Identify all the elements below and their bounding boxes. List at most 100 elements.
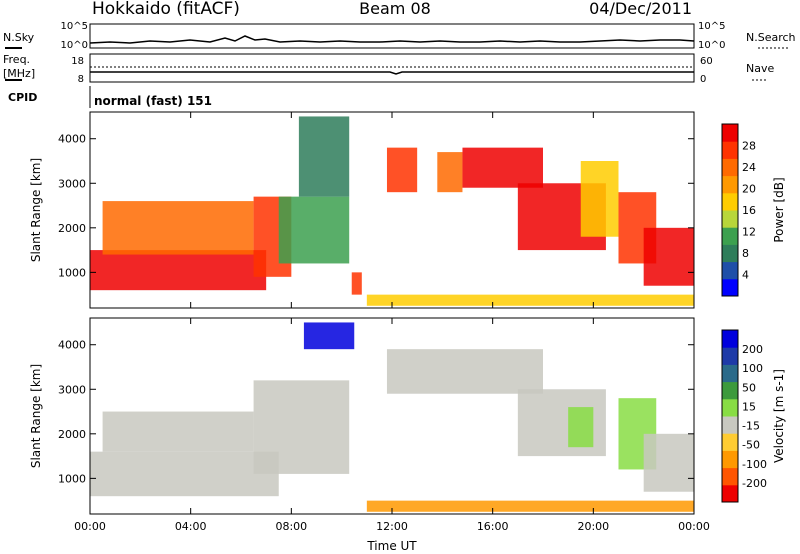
velocity-colorbar-swatch-9 bbox=[722, 330, 738, 348]
velocity-panel: 1000 2000 3000 4000 00:00 04:00 08:00 12:00 16:… bbox=[29, 317, 786, 553]
velocity-colorbar: -200 -100 -50 -15 15 50 100 200 bbox=[721, 329, 767, 503]
velocity-colorbar-tick-4: 15 bbox=[742, 400, 756, 413]
power-region-10 bbox=[580, 161, 619, 237]
velocity-colorbar-swatch-1 bbox=[722, 467, 738, 486]
power-colorbar-label: Power [dB] bbox=[772, 177, 786, 242]
power-region-5 bbox=[351, 272, 362, 295]
nsky-trace bbox=[89, 35, 695, 44]
power-ytick-label-0: 1000 bbox=[58, 266, 86, 279]
power-colorbar-swatch-4 bbox=[722, 210, 738, 228]
velocity-colorbar-swatch-7 bbox=[722, 364, 738, 383]
nsearch-tick-bottom: 10^0 bbox=[698, 40, 725, 51]
power-colorbar-tick-6: 28 bbox=[742, 140, 756, 153]
nsky-panel: N.Sky 10^5 10^0 10^5 10^0 N.Search bbox=[3, 21, 796, 51]
station-title: Hokkaido (fitACF) bbox=[92, 0, 240, 19]
freq-label-2: [MHz] bbox=[3, 67, 35, 80]
xtick-label-5: 20:00 bbox=[577, 520, 609, 533]
power-colorbar-swatch-9 bbox=[722, 124, 738, 142]
velocity-colorbar-tick-0: -200 bbox=[742, 477, 767, 490]
power-region-0 bbox=[90, 250, 267, 291]
power-colorbar-tick-4: 20 bbox=[742, 183, 756, 196]
power-colorbar-swatch-8 bbox=[722, 141, 738, 159]
power-panel: 1000 2000 3000 4000 Slant Range [km] 4 8 12 16… bbox=[29, 111, 786, 309]
cpid-label: CPID bbox=[8, 91, 37, 104]
velocity-colorbar-tick-5: 50 bbox=[742, 381, 756, 394]
power-marks bbox=[90, 116, 694, 306]
freq-tick-top: 18 bbox=[71, 56, 84, 67]
freq-trace bbox=[90, 71, 694, 75]
freq-tick-bottom: 8 bbox=[78, 74, 84, 85]
power-region-7 bbox=[437, 152, 463, 193]
power-colorbar-swatch-1 bbox=[722, 261, 738, 280]
power-ytick-label-2: 3000 bbox=[58, 177, 86, 190]
velocity-region-8 bbox=[643, 433, 694, 492]
cpid-text: normal (fast) 151 bbox=[94, 94, 212, 108]
power-region-13 bbox=[366, 294, 694, 306]
nave-tick-top: 60 bbox=[700, 56, 713, 67]
power-region-4 bbox=[298, 116, 350, 197]
velocity-colorbar-frame bbox=[721, 329, 739, 503]
velocity-colorbar-tick-6: 100 bbox=[742, 362, 763, 375]
nsky-label: N.Sky bbox=[3, 31, 35, 44]
nsky-tick-bottom: 10^0 bbox=[61, 40, 88, 51]
velocity-ytick-label-0: 1000 bbox=[58, 472, 86, 485]
velocity-marks bbox=[90, 322, 694, 512]
velocity-colorbar-tick-7: 200 bbox=[742, 343, 763, 356]
velocity-ytick-label-2: 3000 bbox=[58, 383, 86, 396]
power-region-1 bbox=[102, 201, 254, 255]
power-ylabel: Slant Range [km] bbox=[29, 158, 43, 262]
date-title: 04/Dec/2011 bbox=[589, 0, 692, 18]
power-colorbar-swatch-7 bbox=[722, 158, 738, 177]
velocity-region-4 bbox=[386, 349, 543, 394]
power-y-axis: 1000 2000 3000 4000 bbox=[58, 133, 694, 279]
power-colorbar-frame bbox=[721, 123, 739, 297]
velocity-ytick-label-3: 4000 bbox=[58, 339, 86, 352]
velocity-colorbar-tick-3: -15 bbox=[742, 420, 760, 433]
power-colorbar: 4 8 12 16 20 24 28 bbox=[721, 123, 756, 297]
velocity-ylabel: Slant Range [km] bbox=[29, 364, 43, 468]
velocity-y-axis: 1000 2000 3000 4000 bbox=[58, 339, 694, 485]
nsky-tick-top: 10^5 bbox=[61, 21, 88, 32]
power-colorbar-swatch-0 bbox=[722, 278, 738, 297]
velocity-region-0 bbox=[90, 451, 279, 497]
power-colorbar-tick-1: 8 bbox=[742, 247, 749, 260]
power-region-12 bbox=[643, 227, 694, 286]
velocity-region-2 bbox=[253, 380, 350, 474]
velocity-region-6 bbox=[568, 407, 594, 448]
power-region-6 bbox=[386, 147, 418, 193]
power-region-3 bbox=[278, 196, 350, 264]
velocity-region-1 bbox=[102, 411, 254, 452]
velocity-x-axis: 00:00 04:00 08:00 12:00 16:00 20:00 00:00 bbox=[74, 318, 710, 533]
power-ytick-label-1: 2000 bbox=[58, 222, 86, 235]
freq-panel: Freq. [MHz] 18 8 60 0 Nave bbox=[3, 53, 774, 85]
velocity-colorbar-swatch-6 bbox=[722, 381, 738, 400]
power-x-ticks bbox=[89, 112, 695, 308]
nsearch-tick-top: 10^5 bbox=[698, 21, 725, 32]
power-colorbar-tick-2: 12 bbox=[742, 226, 756, 239]
nave-label: Nave bbox=[746, 62, 774, 75]
power-region-8 bbox=[462, 147, 543, 188]
xtick-label-6: 00:00 bbox=[678, 520, 710, 533]
power-colorbar-tick-3: 16 bbox=[742, 204, 756, 217]
velocity-region-3 bbox=[303, 322, 355, 350]
velocity-colorbar-tick-2: -50 bbox=[742, 439, 760, 452]
xtick-label-1: 04:00 bbox=[175, 520, 207, 533]
velocity-colorbar-swatch-4 bbox=[722, 416, 738, 434]
xtick-label-3: 12:00 bbox=[376, 520, 408, 533]
nsearch-label: N.Search bbox=[746, 31, 796, 44]
x-axis-title: Time UT bbox=[366, 539, 417, 553]
velocity-colorbar-swatch-3 bbox=[722, 433, 738, 451]
beam-title: Beam 08 bbox=[359, 0, 431, 18]
cpid-panel: CPID normal (fast) 151 bbox=[8, 86, 212, 108]
power-ytick-label-3: 4000 bbox=[58, 133, 86, 146]
velocity-region-9 bbox=[366, 500, 694, 512]
velocity-colorbar-swatch-8 bbox=[722, 347, 738, 365]
power-colorbar-swatch-2 bbox=[722, 244, 738, 263]
nave-tick-bottom: 0 bbox=[700, 74, 706, 85]
xtick-label-4: 16:00 bbox=[477, 520, 509, 533]
xtick-label-2: 08:00 bbox=[275, 520, 307, 533]
velocity-colorbar-tick-1: -100 bbox=[742, 458, 767, 471]
xtick-label-0: 00:00 bbox=[74, 520, 106, 533]
velocity-ytick-label-1: 2000 bbox=[58, 428, 86, 441]
